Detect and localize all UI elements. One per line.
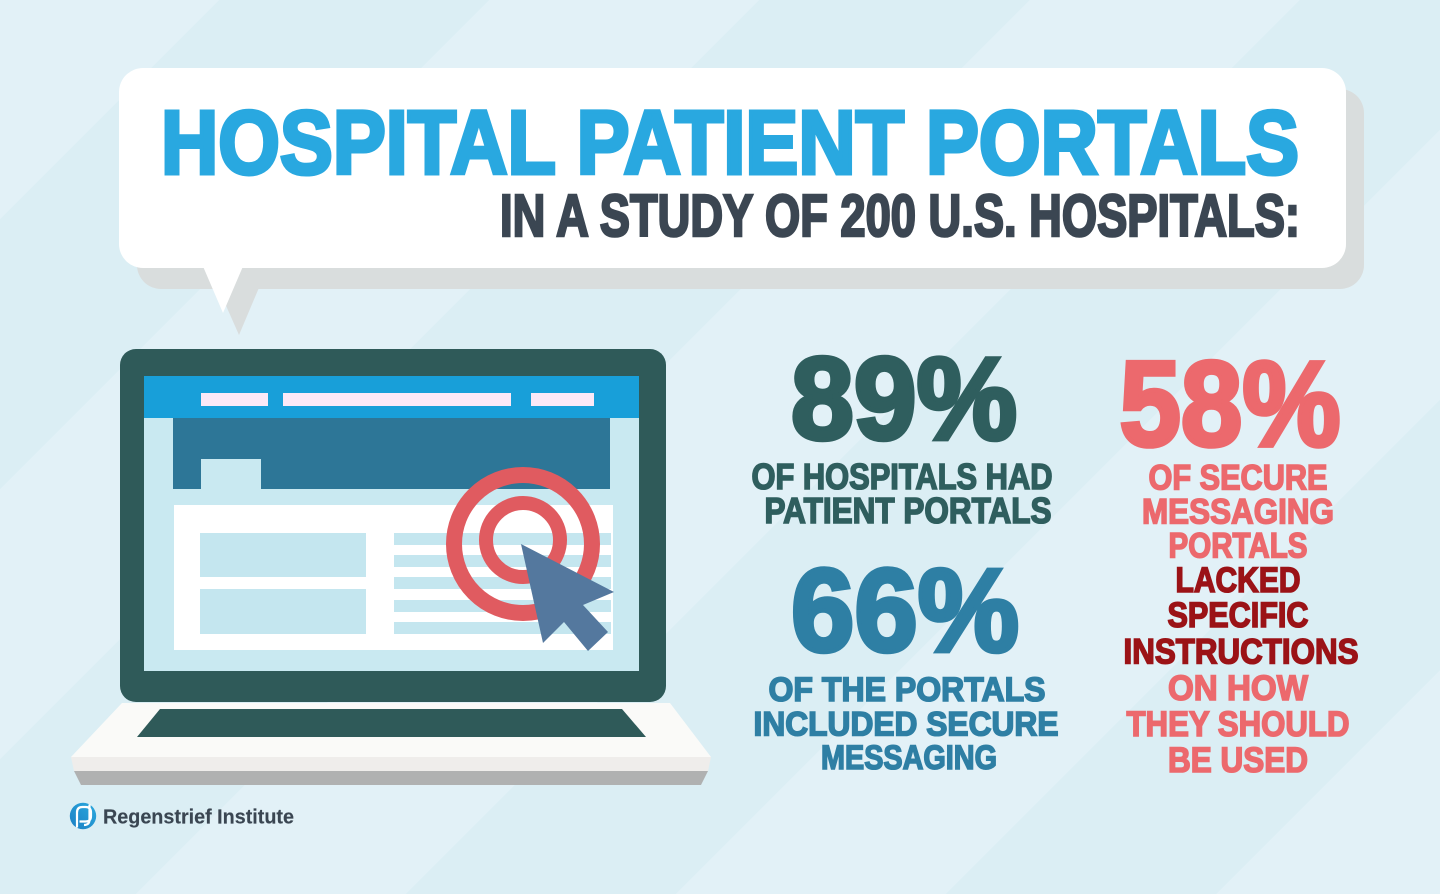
svg-text:INCLUDED SECURE: INCLUDED SECURE <box>754 706 1059 744</box>
svg-text:89%: 89% <box>791 333 1017 464</box>
svg-text:58%: 58% <box>1120 336 1341 472</box>
svg-text:LACKED: LACKED <box>1176 561 1301 600</box>
svg-text:PORTALS: PORTALS <box>1169 527 1308 566</box>
svg-text:HOSPITAL PATIENT PORTALS: HOSPITAL PATIENT PORTALS <box>161 94 1299 194</box>
svg-text:PATIENT PORTALS: PATIENT PORTALS <box>765 490 1052 531</box>
svg-text:Regenstrief Institute: Regenstrief Institute <box>103 806 294 829</box>
svg-text:BE USED: BE USED <box>1168 741 1308 780</box>
svg-text:ON HOW: ON HOW <box>1168 669 1308 708</box>
svg-text:INSTRUCTIONS: INSTRUCTIONS <box>1124 633 1359 672</box>
svg-text:SPECIFIC: SPECIFIC <box>1168 596 1309 635</box>
svg-text:IN A STUDY OF 200 U.S. HOSPITA: IN A STUDY OF 200 U.S. HOSPITALS: <box>500 182 1300 249</box>
svg-text:66%: 66% <box>791 545 1019 677</box>
svg-text:MESSAGING: MESSAGING <box>1142 493 1334 532</box>
svg-text:OF HOSPITALS HAD: OF HOSPITALS HAD <box>752 456 1053 497</box>
svg-text:MESSAGING: MESSAGING <box>821 739 997 777</box>
svg-text:THEY SHOULD: THEY SHOULD <box>1127 705 1350 744</box>
svg-text:OF SECURE: OF SECURE <box>1149 459 1328 498</box>
svg-text:OF THE PORTALS: OF THE PORTALS <box>769 671 1046 709</box>
